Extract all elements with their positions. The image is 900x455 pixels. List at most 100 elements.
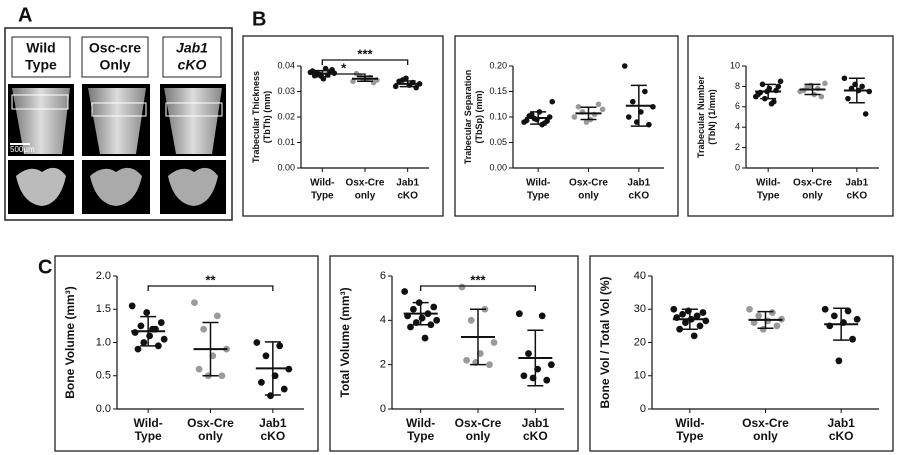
y-tick-label: 6 (735, 101, 740, 111)
x-tick-label: Wild- (675, 416, 704, 430)
data-point (571, 114, 578, 120)
y-tick-label: 0.0 (96, 403, 111, 415)
x-tick-label: Osx-Cre (346, 178, 385, 189)
data-point (549, 98, 556, 105)
data-point (523, 117, 530, 124)
data-point (575, 104, 582, 110)
x-tick-label: Jab1 (627, 178, 650, 189)
data-point (547, 361, 555, 369)
x-tick-label: cKO (629, 191, 650, 202)
y-axis-label: (TbN) (1/mm) (707, 89, 717, 145)
data-point (421, 334, 429, 342)
error-bar (399, 80, 416, 88)
significance-bracket (321, 59, 409, 65)
data-point (646, 121, 652, 128)
y-tick-label: 0.00 (277, 162, 295, 172)
y-tick-label: 0.10 (489, 111, 507, 121)
data-point (830, 312, 838, 320)
significance-label: ** (205, 272, 216, 287)
data-point (768, 309, 776, 316)
column-header: Only (99, 57, 130, 73)
x-tick-label: cKO (847, 191, 868, 202)
x-tick-label: Wild- (526, 178, 550, 189)
data-point (140, 339, 148, 346)
error-bar (470, 308, 486, 366)
x-tick-label: only (355, 191, 376, 202)
significance-bracket (321, 73, 366, 79)
y-tick-label: 4 (380, 314, 386, 326)
data-point (213, 312, 221, 320)
x-tick-label: Type (676, 429, 703, 443)
data-point (160, 335, 168, 343)
x-tick-label: cKO (397, 191, 418, 202)
y-tick-label: 0.5 (96, 370, 111, 382)
bone-section (168, 167, 218, 206)
significance-label: * (341, 60, 347, 75)
scale-label: 500µm (10, 145, 35, 154)
data-point (413, 84, 420, 91)
y-axis-label: Bone Vol / Total Vol (%) (598, 277, 612, 409)
y-tick-label: 10 (730, 60, 740, 70)
data-point (670, 305, 678, 313)
error-bar (527, 329, 544, 387)
y-tick-label: 0 (640, 403, 646, 415)
data-point (699, 309, 707, 316)
data-point (490, 339, 498, 346)
panel-frame (329, 255, 579, 452)
header-box (11, 36, 71, 78)
significance-label: *** (470, 272, 486, 287)
data-point (629, 98, 636, 105)
panel-frame (54, 255, 319, 452)
chart-panel: 0.00 0.05 0.10 0.15 0.20 Trabecular Separatio… (454, 35, 679, 217)
data-point (350, 78, 356, 85)
data-point (822, 80, 828, 87)
data-point (154, 342, 162, 350)
x-tick-label: Jab1 (259, 416, 287, 430)
x-tick-label: Jab1 (522, 416, 550, 430)
column-header: Jab1 (176, 40, 208, 56)
y-tick-label: 2.0 (96, 270, 111, 282)
data-point (409, 305, 417, 313)
y-tick-label: 2 (380, 359, 386, 371)
data-point (859, 83, 865, 90)
y-tick-label: 10 (634, 370, 646, 382)
data-point (773, 322, 781, 330)
bone-shape (164, 88, 222, 154)
data-point (642, 88, 648, 95)
bone-section (16, 167, 66, 206)
data-point (276, 342, 284, 350)
data-point (137, 322, 145, 330)
chart-panel: 0 10 20 30 40 Bone Vol / Total Vol (%) Wild-Ty… (589, 255, 894, 452)
data-point (845, 95, 851, 102)
chart-panel: 0.00 0.01 0.02 0.03 0.04 Trabecular Thickness… (242, 35, 444, 217)
y-tick-label: 40 (634, 270, 646, 282)
y-tick-label: 0.05 (489, 137, 507, 147)
x-tick-label: Osx-Cre (187, 416, 234, 430)
data-point (525, 350, 532, 357)
data-point (821, 305, 829, 313)
x-tick-label: Osx-Cre (569, 178, 608, 189)
x-tick-label: cKO (260, 429, 285, 443)
x-tick-label: Wild- (134, 416, 163, 430)
data-point (403, 75, 409, 82)
y-tick-label: 20 (634, 336, 646, 348)
x-tick-label: Type (135, 429, 162, 443)
error-bar (833, 307, 850, 341)
chart-panel: 0 2 4 6 8 10 Trabecular Number (TbN) (1/mm) Wild… (687, 35, 894, 217)
chart-panel: 0.0 0.5 1.0 1.5 2.0 Bone Volume (mm³) Wild-Typ… (54, 255, 319, 452)
data-point (131, 329, 139, 336)
error-bar (630, 84, 647, 127)
x-tick-label: Osx-Cre (455, 416, 502, 430)
data-point (309, 68, 316, 74)
x-tick-label: cKO (829, 429, 854, 443)
data-point (218, 372, 226, 380)
panel-label: C (38, 256, 52, 278)
y-axis-label: Trabecular Number (696, 75, 706, 158)
error-bar (804, 83, 821, 96)
y-axis-label: Bone Volume (mm³) (63, 286, 77, 398)
data-point (841, 75, 848, 82)
error-bar (140, 315, 157, 347)
data-point (467, 316, 475, 324)
y-tick-label: 0.00 (489, 162, 507, 172)
data-point (599, 106, 606, 113)
